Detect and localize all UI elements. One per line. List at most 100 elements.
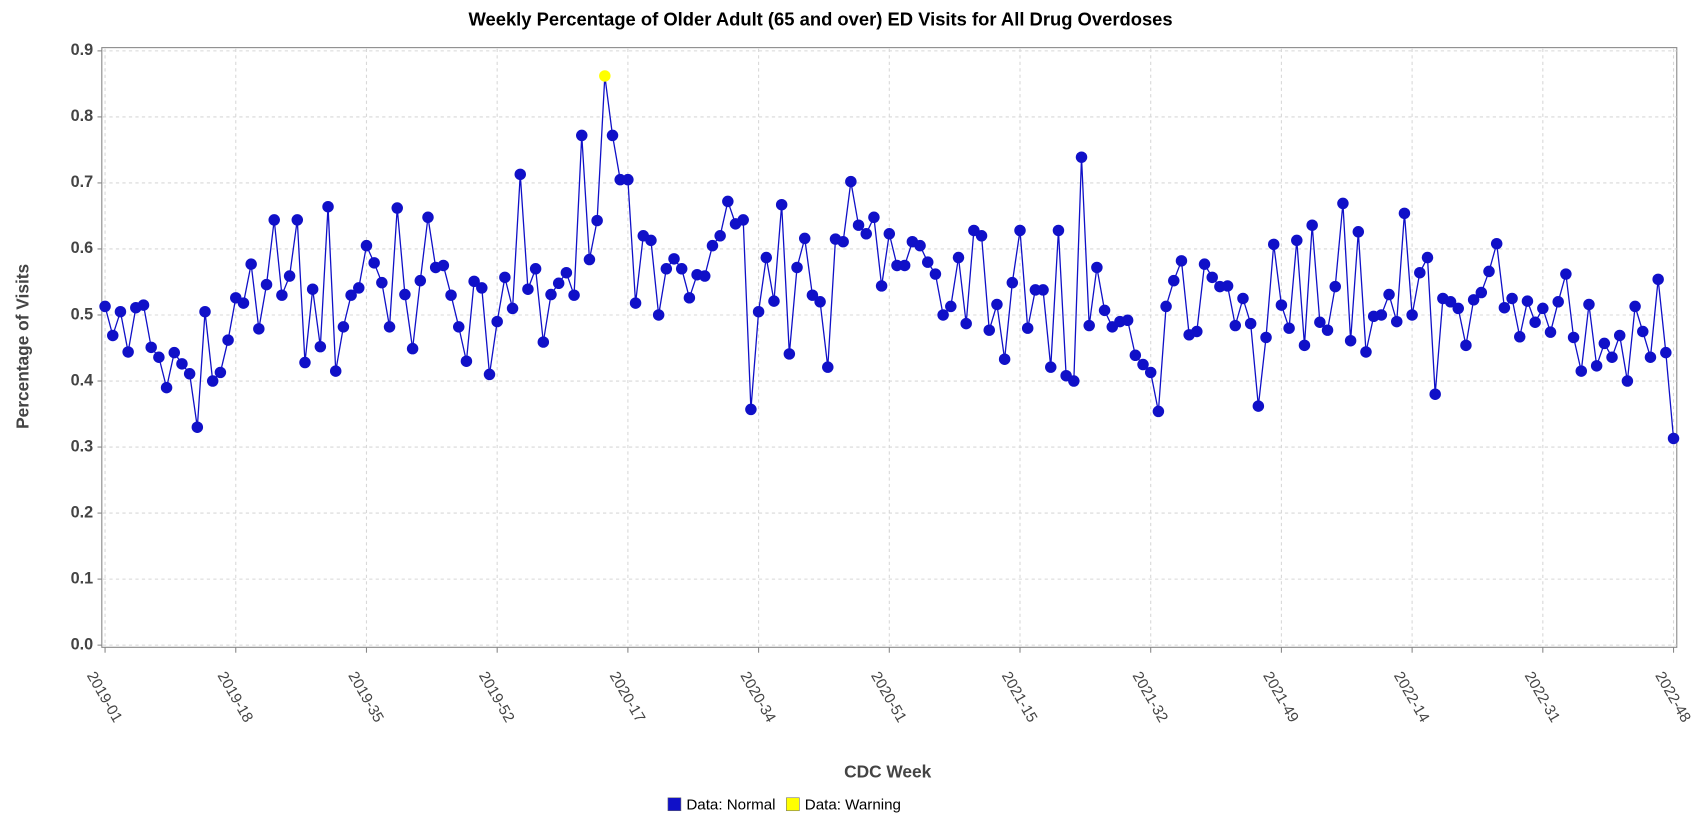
- data-point: [1144, 366, 1157, 379]
- data-point: [1383, 288, 1395, 301]
- data-point: [1329, 280, 1341, 293]
- legend-swatch: [667, 797, 682, 812]
- y-tick-label: 0.8: [71, 107, 94, 125]
- data-point: [1660, 346, 1672, 359]
- data-point: [199, 305, 211, 318]
- data-point: [137, 299, 150, 311]
- data-point: [337, 321, 350, 333]
- data-point: [1613, 329, 1626, 342]
- data-point: [1006, 276, 1019, 289]
- y-tick-label: 0.3: [71, 437, 94, 455]
- data-point: [1168, 274, 1180, 287]
- data-point: [1644, 351, 1657, 363]
- data-point: [1237, 292, 1249, 305]
- data-point: [822, 361, 834, 373]
- data-point: [1467, 294, 1480, 306]
- data-point: [937, 309, 949, 321]
- data-point: [1398, 207, 1411, 220]
- data-point: [1098, 304, 1111, 317]
- data-point: [1052, 224, 1065, 237]
- data-point: [1560, 268, 1572, 280]
- data-point: [1198, 258, 1211, 270]
- data-point: [645, 234, 657, 247]
- data-point: [722, 195, 734, 208]
- data-point: [506, 302, 519, 315]
- data-point: [760, 251, 773, 264]
- data-point: [883, 228, 896, 240]
- data-point: [499, 271, 511, 284]
- data-point: [860, 228, 872, 240]
- data-point: [99, 300, 111, 313]
- data-point: [1221, 280, 1234, 292]
- data-point: [422, 211, 434, 224]
- data-point: [1590, 360, 1603, 372]
- y-tick-label: 0.5: [71, 305, 94, 323]
- data-point: [768, 295, 780, 307]
- data-point: [414, 274, 427, 287]
- data-point: [775, 198, 788, 211]
- data-point: [960, 317, 972, 330]
- data-point: [1475, 286, 1488, 299]
- data-point: [1360, 346, 1372, 358]
- data-point: [1229, 319, 1242, 332]
- data-point: [998, 353, 1011, 365]
- data-point: [1567, 331, 1580, 344]
- data-point: [652, 309, 665, 321]
- data-point: [845, 175, 857, 188]
- data-point: [983, 324, 995, 336]
- data-point: [1152, 405, 1165, 418]
- data-point: [1606, 351, 1618, 363]
- data-point: [568, 289, 580, 301]
- data-point: [629, 297, 642, 309]
- data-point: [545, 288, 557, 301]
- data-point: [1075, 151, 1088, 163]
- data-point: [1306, 219, 1318, 231]
- y-tick-label: 0.7: [71, 173, 94, 191]
- data-point: [975, 230, 988, 242]
- data-point: [245, 258, 257, 270]
- data-point: [898, 259, 911, 272]
- y-tick-label: 0.0: [71, 635, 94, 653]
- legend-label: Data: Normal: [686, 796, 775, 813]
- data-point: [1267, 238, 1280, 251]
- data-point: [1252, 400, 1265, 412]
- data-point: [660, 263, 673, 275]
- data-point: [514, 168, 526, 181]
- data-point: [576, 129, 588, 142]
- data-point: [783, 348, 796, 360]
- data-point: [1275, 299, 1288, 311]
- data-point: [675, 263, 688, 275]
- data-point: [1014, 224, 1026, 237]
- data-point: [1352, 226, 1365, 238]
- data-point: [483, 368, 496, 381]
- data-point: [1552, 296, 1564, 308]
- chart-title: Weekly Percentage of Older Adult (65 and…: [468, 8, 1172, 29]
- data-point: [1037, 284, 1049, 296]
- data-point: [714, 230, 726, 242]
- data-point: [1175, 255, 1188, 267]
- data-point: [1521, 295, 1534, 307]
- data-point: [1414, 266, 1426, 279]
- data-point: [1544, 326, 1557, 338]
- data-point: [360, 239, 373, 252]
- data-point: [1129, 349, 1142, 362]
- data-point: [1583, 298, 1595, 311]
- data-point: [806, 289, 819, 301]
- data-point: [737, 214, 749, 226]
- data-point: [1506, 292, 1518, 305]
- data-point: [875, 280, 888, 292]
- data-point: [114, 305, 127, 318]
- data-point: [1068, 375, 1080, 387]
- data-point: [299, 356, 311, 369]
- data-point: [1429, 388, 1441, 400]
- data-point: [560, 266, 573, 279]
- data-point: [391, 202, 403, 214]
- data-point: [952, 251, 965, 264]
- data-point: [1206, 271, 1218, 284]
- data-point: [1637, 325, 1649, 338]
- data-point: [552, 277, 565, 290]
- y-tick-label: 0.4: [71, 371, 94, 389]
- data-point: [353, 282, 365, 294]
